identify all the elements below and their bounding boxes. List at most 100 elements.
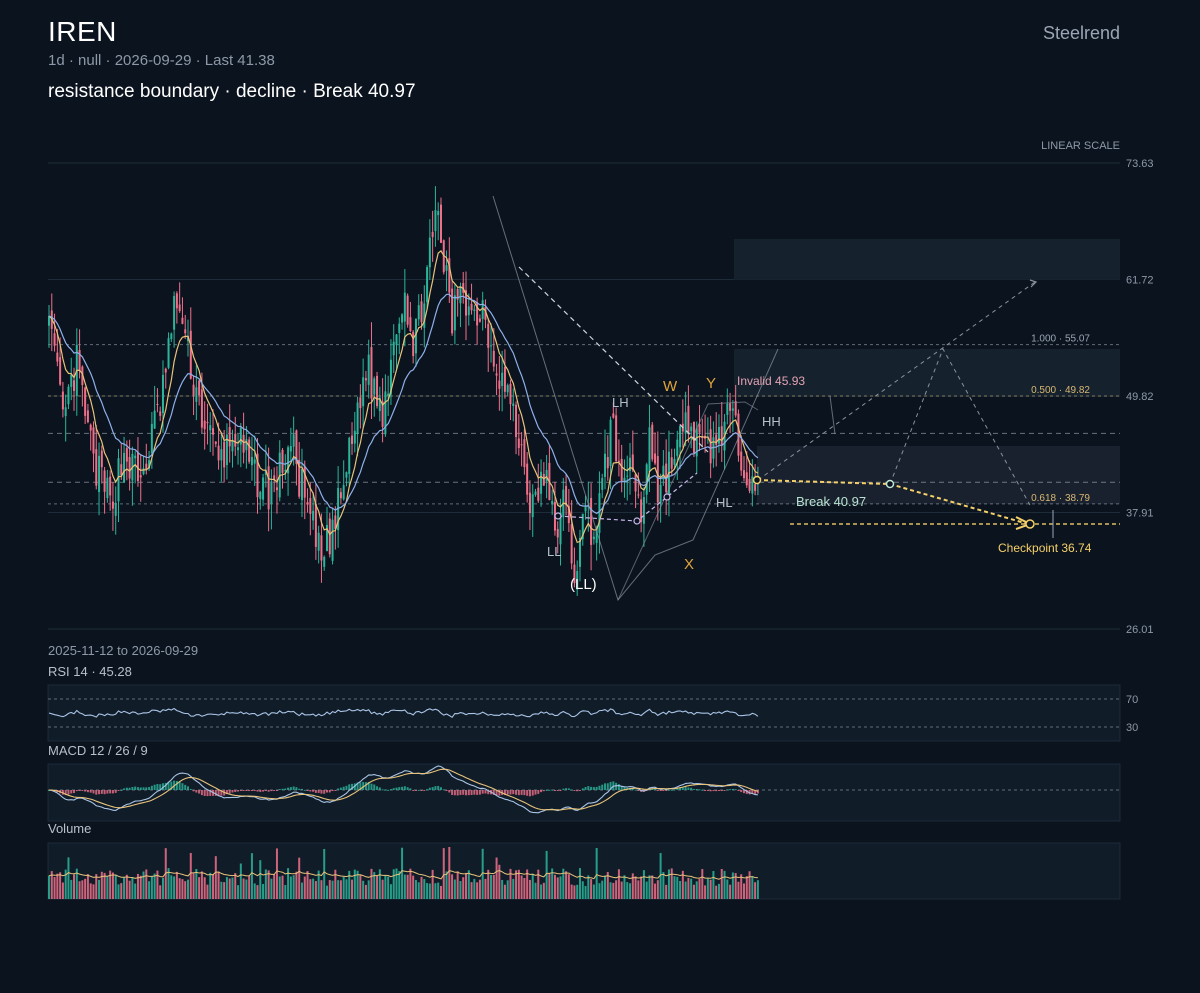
macd-histogram-bar [156, 784, 159, 790]
volume-bar [612, 882, 615, 899]
volume-bar [687, 877, 690, 899]
candle-body [395, 334, 398, 346]
volume-bar [506, 880, 509, 899]
candle-body [720, 426, 723, 446]
candle-body [634, 474, 637, 492]
candle-body [145, 463, 148, 470]
volume-ma-line [48, 869, 758, 880]
candle-body [503, 366, 506, 392]
volume-bar [548, 873, 551, 899]
candle-body [695, 428, 698, 457]
volume-bar [106, 876, 109, 899]
volume-bar [362, 880, 365, 899]
macd-histogram-bar [623, 787, 626, 790]
macd-histogram-bar [376, 786, 379, 790]
candle-body [495, 373, 498, 376]
volume-bar [743, 883, 745, 899]
macd-histogram-bar [567, 788, 570, 790]
volume-bar [531, 873, 534, 899]
candle-body [637, 494, 640, 496]
candle-body [292, 434, 295, 447]
macd-histogram-bar [298, 788, 301, 790]
candle-body [492, 350, 495, 367]
volume-bar [206, 884, 209, 899]
candle-body [351, 435, 354, 444]
macd-histogram-bar [320, 790, 323, 794]
macd-histogram-bar [256, 790, 259, 792]
candle-body [237, 447, 240, 451]
volume-bar [751, 876, 754, 899]
volume-bar [259, 860, 262, 899]
candle-body [581, 513, 584, 540]
candle-body [576, 571, 579, 590]
candle-body [412, 331, 415, 357]
volume-bar [262, 884, 265, 899]
volume-bar [239, 863, 242, 899]
macd-histogram-bar [731, 788, 734, 790]
candle-body [225, 434, 228, 466]
volume-bar [492, 874, 495, 899]
volume-bar [156, 870, 159, 899]
macd-histogram-bar [351, 783, 354, 790]
macd-histogram-bar [545, 789, 548, 791]
volume-bar [209, 872, 212, 899]
chart-headline: resistance boundary · decline · Break 40… [48, 81, 416, 102]
structure-line [492, 195, 779, 602]
candle-body [556, 528, 559, 538]
candle-body [559, 512, 562, 545]
candle-body [342, 485, 345, 500]
macd-histogram-bar [381, 789, 384, 791]
volume-bar [712, 871, 715, 899]
candle-body [481, 300, 484, 320]
volume-bar [676, 876, 679, 899]
macd-histogram-bar [187, 786, 189, 790]
structure-line [617, 401, 759, 601]
candle-body [629, 457, 632, 471]
candle-body [148, 460, 151, 469]
volume-bar [320, 880, 323, 899]
volume-bar [512, 878, 515, 899]
volume-bar [428, 883, 431, 899]
volume-bar [476, 882, 479, 899]
macd-histogram-bar [378, 787, 381, 790]
candle-body [275, 487, 278, 491]
volume-bar [537, 869, 540, 899]
volume-bar [81, 880, 84, 899]
candle-body [434, 210, 437, 232]
candle-body [48, 315, 50, 326]
candle-body [590, 497, 593, 545]
ll-paren-label: (LL) [570, 576, 597, 593]
candle-body [598, 493, 601, 533]
y-tick-label: 73.63 [1126, 158, 1154, 170]
candle-body [195, 387, 198, 402]
volume-bar [334, 869, 337, 899]
macd-histogram-bar [517, 790, 520, 796]
candle-body [414, 318, 417, 354]
candle-body [136, 452, 139, 482]
macd-histogram-bar [81, 790, 84, 791]
volume-bar [59, 872, 62, 899]
macd-histogram-bar [715, 790, 718, 792]
macd-histogram-bar [326, 790, 328, 793]
candle-body [364, 378, 367, 381]
macd-histogram-bar [476, 790, 479, 795]
macd-histogram-bar [89, 790, 92, 793]
candle-body [401, 314, 404, 323]
volume-bar [690, 878, 693, 899]
macd-histogram-bar [153, 784, 156, 790]
volume-bar [214, 856, 217, 899]
candle-body [200, 389, 203, 428]
candle-body [53, 333, 56, 346]
volume-panel: Volume [47, 821, 1121, 900]
macd-histogram-bar [98, 790, 101, 795]
candle-body [726, 403, 729, 415]
macd-histogram-bar [170, 781, 173, 790]
macd-histogram-bar [520, 790, 523, 795]
macd-histogram-bar [426, 789, 429, 791]
arrow-head [1029, 279, 1038, 288]
volume-bar [740, 874, 743, 899]
volume-bar [150, 876, 153, 899]
volume-bar [634, 876, 637, 899]
macd-histogram-bar [553, 790, 556, 791]
candle-body [376, 375, 379, 407]
